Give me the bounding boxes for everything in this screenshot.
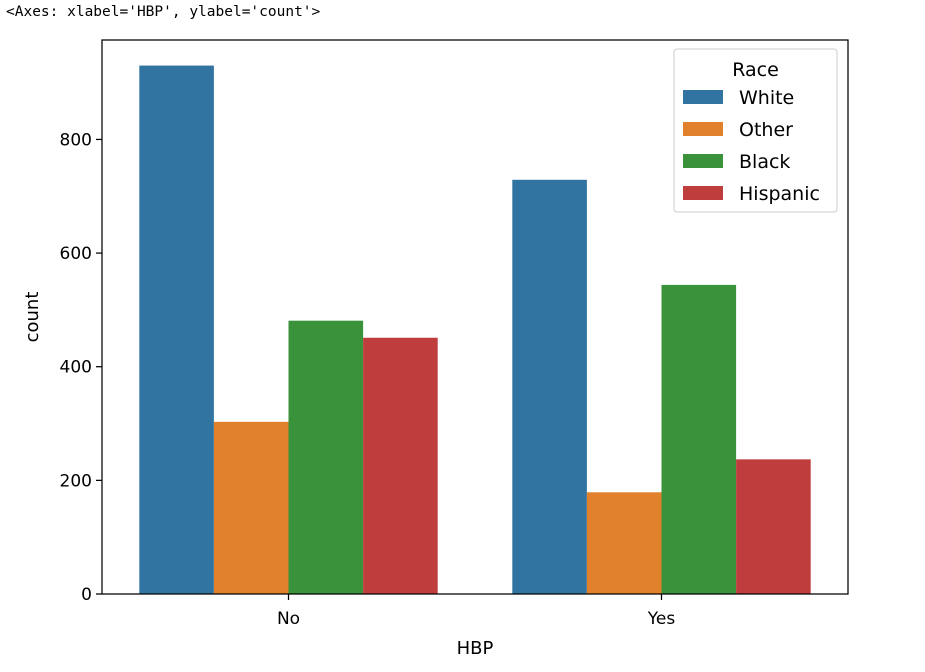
legend: Race White Other Black Hispanic: [673, 48, 838, 213]
x-axis-ticks: No Yes: [277, 594, 675, 629]
x-tick-label: No: [277, 609, 300, 629]
y-axis-ticks: 0 200 400 600 800: [60, 130, 102, 605]
bar-yes-white: [512, 179, 587, 595]
x-tick-label: Yes: [647, 609, 676, 629]
legend-swatch-black: [683, 154, 723, 168]
y-tick-label: 200: [60, 471, 92, 491]
bar-no-black: [288, 320, 364, 594]
bar-no-white: [139, 65, 214, 595]
y-tick-label: 600: [60, 244, 92, 264]
legend-title: Race: [732, 59, 779, 81]
legend-label-other: Other: [739, 119, 793, 141]
legend-box: [673, 48, 838, 213]
y-tick-label: 0: [81, 585, 92, 605]
legend-swatch-white: [683, 90, 723, 104]
bar-yes-hispanic: [736, 459, 811, 594]
x-axis-label: HBP: [457, 638, 494, 659]
legend-swatch-hispanic: [683, 186, 723, 200]
output-repr-text: <Axes: xlabel='HBP', ylabel='count'>: [6, 4, 321, 20]
bars-group: [139, 65, 811, 595]
bar-no-hispanic: [363, 337, 438, 594]
legend-label-hispanic: Hispanic: [739, 183, 820, 205]
y-tick-label: 400: [60, 358, 92, 378]
y-axis-label: count: [22, 292, 43, 343]
legend-label-black: Black: [739, 151, 790, 173]
legend-swatch-other: [683, 122, 723, 136]
bar-yes-other: [586, 492, 662, 594]
bar-yes-black: [661, 284, 737, 594]
legend-label-white: White: [739, 87, 794, 109]
bar-no-other: [213, 421, 289, 594]
axes-frame: [101, 39, 849, 595]
y-tick-label: 800: [60, 130, 92, 150]
